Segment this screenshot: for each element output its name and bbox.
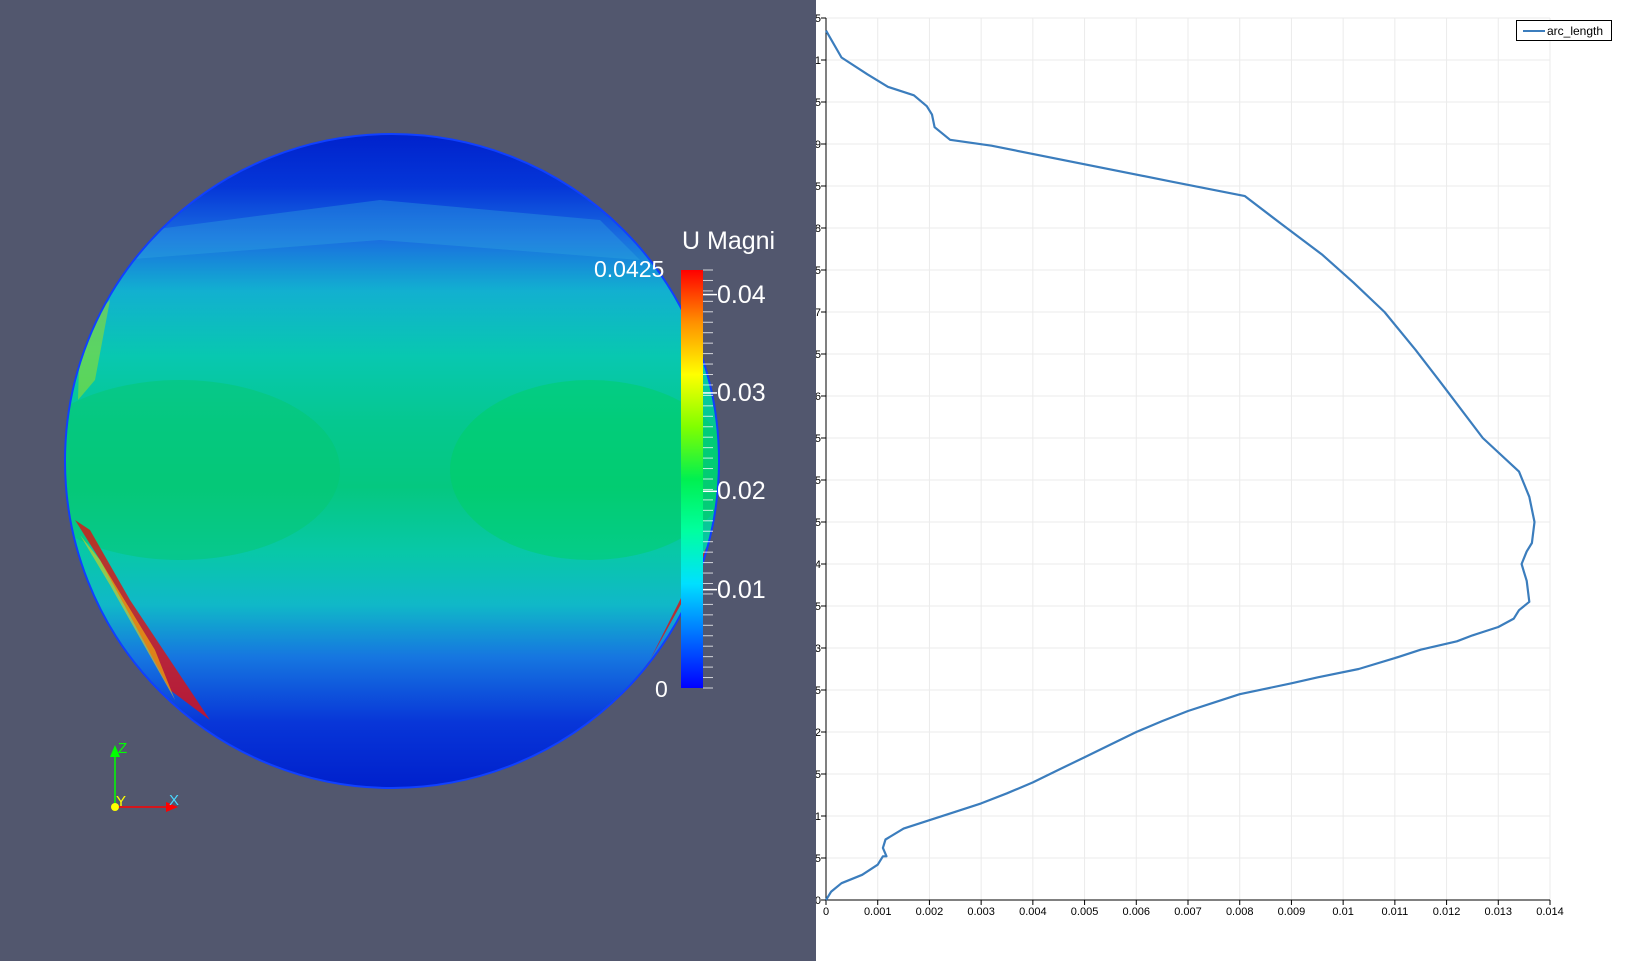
legend-swatch	[1523, 30, 1545, 32]
y-tick-label: 0.055	[816, 433, 821, 445]
y-tick-label: 0.05	[816, 475, 821, 487]
legend-label: arc_length	[1547, 24, 1604, 38]
x-tick-label: 0.011	[1381, 906, 1408, 918]
x-tick-label: 0.014	[1536, 906, 1564, 918]
y-tick-label: 0	[816, 895, 821, 907]
y-tick-label: 0.09	[816, 139, 821, 151]
y-tick-label: 0.035	[816, 601, 821, 613]
series-line-arc_length	[825, 30, 1536, 901]
y-tick-label: 0.02	[816, 727, 821, 739]
x-tick-label: 0.012	[1433, 906, 1461, 918]
y-tick-label: 0.095	[816, 97, 821, 109]
y-tick-label: 0.08	[816, 223, 821, 235]
grid-lines	[825, 17, 1551, 901]
x-tick-label: 0.008	[1226, 906, 1254, 918]
colorbar-title: U Magni	[682, 227, 776, 255]
x-tick-label: 0.004	[1019, 906, 1047, 918]
x-tick-label: 0.01	[1332, 906, 1353, 918]
render-canvas[interactable]	[0, 0, 816, 961]
y-tick-label: 0.045	[816, 517, 821, 529]
line-chart[interactable]: 0 0.001 0.002 0.003 0.004 0.005 0.006 0.007 0.00…	[816, 0, 1632, 961]
velocity-slice-disk	[64, 133, 720, 789]
y-tick-label: 0.075	[816, 265, 821, 277]
y-tick-label: 0.105	[816, 13, 821, 25]
axis-x-label: X	[169, 792, 180, 809]
line-chart-view[interactable]: 0 0.001 0.002 0.003 0.004 0.005 0.006 0.007 0.00…	[816, 0, 1632, 961]
axis-z-label: Z	[118, 740, 128, 757]
x-tick-label: 0.003	[967, 906, 995, 918]
colorbar-max-label: 0.0425	[594, 256, 665, 282]
y-tick-label: 0.085	[816, 181, 821, 193]
y-tick-label: 0.015	[816, 769, 821, 781]
colorbar-tick-label: 0.02	[717, 477, 766, 506]
colorbar	[681, 269, 717, 689]
y-tick-label: 0.065	[816, 349, 821, 361]
y-tick-label: 0.005	[816, 853, 821, 865]
colorbar-min-label: 0	[655, 676, 668, 702]
x-tick-label: 0	[823, 906, 829, 918]
chart-legend: arc_length	[1516, 20, 1612, 41]
axis-y-label: Y	[116, 793, 127, 810]
colorbar-tick-label: 0.01	[717, 575, 766, 604]
x-tick-label: 0.001	[864, 906, 892, 918]
colorbar-tick-label: 0.04	[717, 280, 766, 309]
x-tick-label: 0.007	[1174, 906, 1202, 918]
y-tick-label: 0.06	[816, 391, 821, 403]
y-tick-label: 0.025	[816, 685, 821, 697]
axes-triad	[110, 745, 178, 812]
y-tick-label: 0.07	[816, 307, 821, 319]
y-tick-label: 0.04	[816, 559, 821, 571]
y-tick-label: 0.01	[816, 811, 821, 823]
y-tick-label: 0.1	[816, 55, 821, 67]
x-tick-label: 0.013	[1485, 906, 1513, 918]
x-tick-label: 0.005	[1071, 906, 1099, 918]
x-tick-label: 0.006	[1123, 906, 1151, 918]
render-view[interactable]: U Magni 0.0425 0 0.04 0.03 0.02 0.01 Z Y X	[0, 0, 816, 961]
colorbar-tick-label: 0.03	[717, 378, 766, 407]
x-tick-label: 0.009	[1278, 906, 1306, 918]
x-tick-label: 0.002	[916, 906, 944, 918]
y-tick-label: 0.03	[816, 643, 821, 655]
